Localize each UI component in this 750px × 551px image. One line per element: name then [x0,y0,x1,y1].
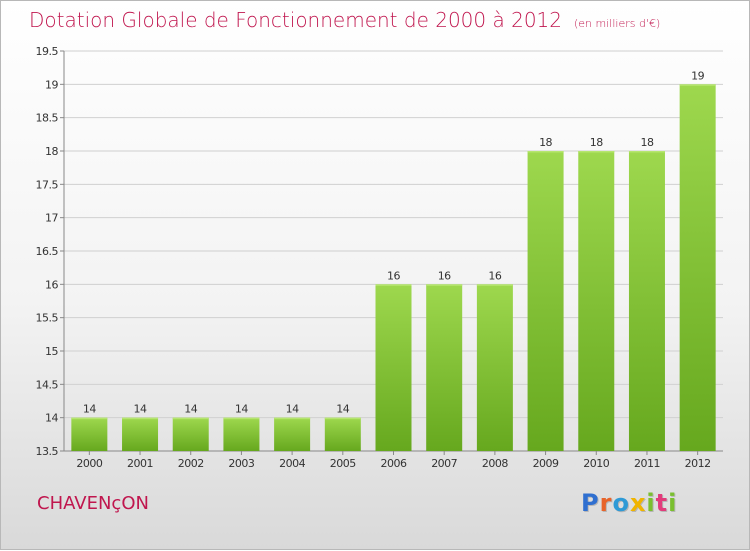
y-tick-label: 13.5 [36,445,59,458]
y-tick-label: 14 [45,412,58,425]
bar-top-highlight [324,417,361,420]
bar [71,417,108,451]
data-label: 14 [184,403,197,416]
data-label: 16 [387,269,400,282]
bar [274,417,311,451]
y-tick-label: 19.5 [36,45,59,58]
proxiti-logo: Proxiti [581,489,677,517]
bar [375,284,412,451]
x-tick-label: 2008 [482,457,508,470]
bar [122,417,159,451]
y-tick-label: 17 [45,212,58,225]
chart-title: Dotation Globale de Fonctionnement de 20… [29,8,660,32]
data-label: 18 [539,136,552,149]
bar-top-highlight [223,417,260,420]
bar [527,151,564,451]
data-label: 14 [336,403,349,416]
data-labels: 14 14 14 14 14 14 16 16 16 18 18 18 19 [83,69,705,415]
data-label: 16 [438,269,451,282]
y-tick-label: 19 [45,78,58,91]
chart-title-text: Dotation Globale de Fonctionnement de 20… [29,8,562,32]
bar [172,417,209,451]
bar-top-highlight [527,151,564,153]
y-tick-label: 18 [45,145,58,158]
bar [578,151,615,451]
data-label: 19 [691,69,704,82]
y-tick-label: 17.5 [36,178,59,191]
logo-letter: P [581,489,600,517]
x-tick-label: 2003 [228,457,254,470]
logo-letter: i [646,489,656,517]
bars [71,84,716,451]
y-tick-label: 15.5 [36,312,59,325]
logo-letter: t [655,489,669,517]
data-label: 14 [83,403,96,416]
bar [223,417,260,451]
x-tick-label: 2005 [330,457,356,470]
y-tick-label: 18.5 [36,112,59,125]
x-tick-label: 2000 [76,457,102,470]
x-tick-label: 2007 [431,457,457,470]
x-tick-label: 2009 [533,457,559,470]
data-label: 18 [590,136,603,149]
bar-top-highlight [628,151,665,153]
bar [476,284,513,451]
y-tick-label: 16.5 [36,245,59,258]
x-tick-label: 2012 [685,457,711,470]
y-tick-label: 16 [45,278,58,291]
bar-top-highlight [679,84,716,86]
data-label: 14 [235,403,248,416]
bar [324,417,361,451]
bar-top-highlight [122,417,159,420]
axes: 13.5 14 14.5 15 15.5 16 16.5 17 17.5 18 18.5 19 19.5… [36,45,723,470]
x-tick-label: 2006 [381,457,407,470]
logo-letter: r [599,489,613,517]
bar [426,284,463,451]
logo-letter: x [629,489,647,517]
x-tick-label: 2010 [583,457,609,470]
x-tick-label: 2004 [279,457,305,470]
bar-top-highlight [375,284,412,286]
y-tick-label: 15 [45,345,58,358]
x-tick-label: 2011 [634,457,660,470]
data-label: 14 [134,403,147,416]
bar-top-highlight [172,417,209,420]
bar [679,84,716,451]
logo-letter: o [612,489,630,517]
data-label: 18 [640,136,653,149]
bar-top-highlight [476,284,513,286]
x-tick-label: 2001 [127,457,153,470]
bar-top-highlight [578,151,615,153]
bar-top-highlight [274,417,311,420]
chart-subtitle: (en milliers d'€) [574,17,661,30]
bar-top-highlight [71,417,108,420]
y-tick-label: 14.5 [36,378,59,391]
x-tick-label: 2002 [178,457,204,470]
commune-name: CHAVENçON [37,493,149,514]
data-label: 16 [488,269,501,282]
bar-top-highlight [426,284,463,286]
bar [628,151,665,451]
data-label: 14 [286,403,299,416]
logo-letter: i [668,489,678,517]
